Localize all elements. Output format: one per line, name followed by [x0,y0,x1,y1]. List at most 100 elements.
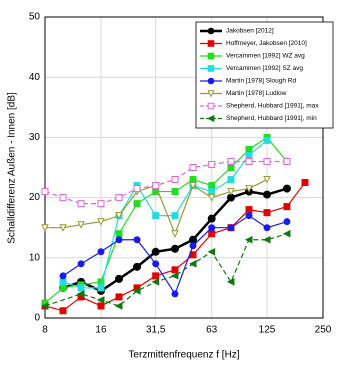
point [263,136,271,144]
point [171,188,179,196]
point [97,302,105,310]
point [152,212,160,220]
point [151,247,160,256]
point [244,235,253,244]
point [283,218,291,226]
point [115,194,123,202]
legend-box [195,21,334,129]
x-tick-label: 8 [42,325,48,336]
point [171,290,179,298]
point [263,176,271,184]
point [115,274,124,283]
point [151,278,160,286]
point [171,230,179,238]
legend-marker [207,27,215,35]
legend-label: Hoffmeyer, Jakobsen [2010] [226,40,307,47]
point [227,188,235,196]
point [133,236,141,244]
point [245,145,253,153]
point [208,224,216,232]
legend-marker [207,52,215,60]
point [208,182,216,190]
point [207,247,216,256]
point [59,284,67,292]
x-axis-label: Terzmittenfrequenz f [Hz] [128,350,239,361]
point [301,179,309,187]
point [132,287,141,295]
point [245,185,253,193]
point [207,194,216,202]
point [207,214,216,223]
point [282,184,291,193]
point [97,200,105,208]
plot-frame [44,16,324,319]
point [40,302,49,310]
point [263,224,271,232]
point [115,212,123,220]
legend-marker [207,114,215,123]
point [59,278,67,286]
point [152,182,160,190]
point [133,262,142,271]
legend-marker [207,40,215,47]
legend-marker [207,77,215,85]
point [245,151,253,159]
point [189,176,197,184]
point [96,296,105,304]
point [189,235,198,244]
point [170,272,179,280]
point [59,224,67,232]
y-tick-label: 0 [34,313,40,324]
point [76,290,85,298]
legend-marker [207,102,215,110]
point [263,190,272,199]
y-tick-label: 30 [29,132,41,143]
point [77,200,85,208]
point [262,235,271,244]
point [245,206,253,214]
point [59,194,67,202]
y-axis-label: Schalldifferenz Außen - Innen [dB] [7,92,18,244]
point [77,260,85,268]
point [189,182,197,190]
point [97,284,105,292]
point [41,224,49,232]
point [189,242,197,250]
x-tick-label: 125 [259,325,276,336]
point [189,164,197,171]
point [133,185,141,193]
point [77,221,85,229]
point [77,284,85,292]
point [115,293,123,301]
point [208,188,216,196]
legend-marker [207,65,215,72]
point [133,200,141,208]
y-tick-label: 10 [29,252,41,263]
point [97,218,105,226]
legend-label: Martin [1978] Slough Rd [226,78,296,85]
legend: Jakobsen [2012] Hoffmeyer, Jakobsen [2010… [195,21,334,129]
point [227,164,235,171]
point [59,307,67,315]
point [188,260,197,268]
point [114,302,123,310]
legend-marker [207,90,215,98]
point [227,224,235,232]
legend-label: Shepherd, Hubbard [1991], max [226,103,319,110]
point [171,212,179,220]
x-tick-label: 31,5 [146,325,166,336]
point [170,244,179,253]
point [283,203,291,211]
point [282,229,291,238]
legend-label: Vercammen [1992] SZ avg [226,65,303,72]
x-tick-label: 250 [315,325,332,336]
point [227,176,235,184]
point [227,157,235,165]
legend-label: Martin [1978] Ludlow [226,90,287,97]
point [152,260,160,268]
point [115,236,123,244]
y-tick-label: 50 [29,12,41,23]
point [171,266,179,274]
point [171,176,179,184]
